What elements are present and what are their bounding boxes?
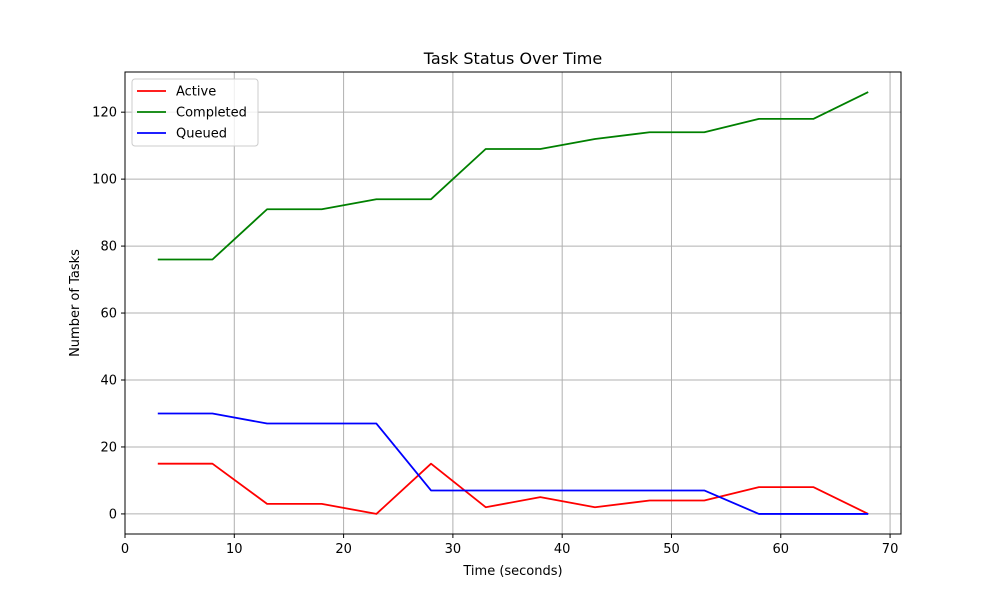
y-tick-label: 20 (100, 440, 117, 455)
y-tick-label: 100 (92, 173, 117, 188)
chart-title: Task Status Over Time (423, 49, 602, 68)
x-tick-label: 40 (554, 542, 571, 557)
x-tick-label: 50 (663, 542, 680, 557)
x-tick-label: 60 (773, 542, 790, 557)
x-tick-label: 30 (445, 542, 462, 557)
x-tick-label: 0 (121, 542, 129, 557)
x-axis-label: Time (seconds) (462, 564, 562, 579)
legend-label-active: Active (176, 85, 216, 100)
series-line-active (157, 462, 869, 515)
y-tick-label: 0 (109, 507, 117, 522)
legend-label-completed: Completed (176, 106, 247, 121)
series-line-completed (157, 91, 869, 261)
y-axis-label: Number of Tasks (68, 249, 83, 357)
legend-box (131, 78, 259, 147)
series-line-queued (157, 412, 869, 515)
x-tick-label: 10 (226, 542, 243, 557)
legend-label-queued: Queued (176, 127, 227, 142)
x-axis-ticks: 0 10 20 30 40 50 60 70 (121, 534, 898, 557)
series-layer (157, 91, 869, 515)
y-tick-label: 80 (100, 240, 117, 255)
x-tick-label: 70 (882, 542, 899, 557)
y-axis-ticks: 0 20 40 60 80 100 120 (92, 106, 125, 522)
x-tick-label: 20 (335, 542, 352, 557)
grid-layer (124, 72, 901, 534)
y-tick-label: 60 (100, 307, 117, 322)
y-tick-label: 40 (100, 374, 117, 389)
legend: Active Completed Queued (131, 78, 259, 147)
y-tick-label: 120 (92, 106, 117, 121)
plot-area-frame (124, 71, 902, 535)
